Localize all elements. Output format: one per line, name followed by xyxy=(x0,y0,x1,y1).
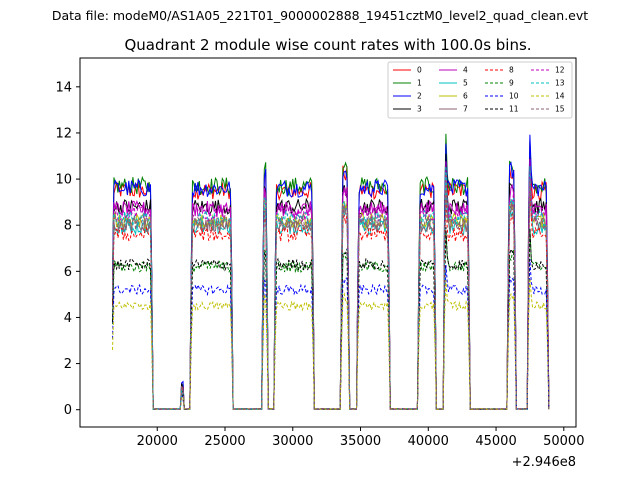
y-tick-label: 0 xyxy=(64,403,72,418)
legend-label-6: 6 xyxy=(463,92,468,101)
legend-box xyxy=(387,61,573,119)
legend-label-13: 13 xyxy=(555,79,565,88)
legend-label-14: 14 xyxy=(555,92,565,101)
axes-frame xyxy=(79,57,577,428)
series-line-9 xyxy=(112,229,550,410)
y-tick-label: 2 xyxy=(64,357,72,372)
legend-label-0: 0 xyxy=(417,66,422,75)
y-tick-label: 4 xyxy=(64,311,72,326)
x-axis: 20000 25000 30000 35000 40000 45000 50000 xyxy=(137,427,584,449)
y-axis: 0 2 4 6 8 10 12 14 xyxy=(55,80,80,418)
legend-label-2: 2 xyxy=(417,92,422,101)
series-line-13 xyxy=(112,166,550,410)
y-tick-label: 12 xyxy=(55,126,72,141)
series-line-0 xyxy=(112,141,550,410)
x-offset-label: +2.946e8 xyxy=(512,455,576,470)
series-line-14 xyxy=(112,278,550,410)
series-line-6 xyxy=(112,175,550,410)
legend-label-12: 12 xyxy=(555,66,565,75)
series-line-5 xyxy=(112,181,550,410)
series-line-10 xyxy=(112,259,550,410)
series-line-2 xyxy=(112,134,550,410)
plot-area xyxy=(112,133,550,410)
legend-label-9: 9 xyxy=(509,79,514,88)
legend-label-1: 1 xyxy=(417,79,422,88)
series-line-4 xyxy=(112,158,550,410)
series-line-3 xyxy=(112,153,550,410)
legend-label-5: 5 xyxy=(463,79,468,88)
legend-label-3: 3 xyxy=(417,105,422,114)
series-line-11 xyxy=(112,227,550,410)
chart-title: Quadrant 2 module wise count rates with … xyxy=(124,36,531,54)
legend-label-8: 8 xyxy=(509,66,514,75)
series-line-12 xyxy=(112,160,550,410)
y-tick-label: 6 xyxy=(64,265,72,280)
legend-label-7: 7 xyxy=(463,105,468,114)
legend-label-11: 11 xyxy=(509,105,519,114)
x-tick-label: 45000 xyxy=(475,434,516,449)
series-line-8 xyxy=(112,190,550,410)
x-tick-label: 20000 xyxy=(137,434,178,449)
y-tick-label: 10 xyxy=(55,173,72,188)
legend-label-4: 4 xyxy=(463,66,468,75)
x-tick-label: 50000 xyxy=(543,434,584,449)
series-line-1 xyxy=(112,133,550,410)
x-tick-label: 25000 xyxy=(204,434,245,449)
series-line-7 xyxy=(112,178,550,410)
chart-suptitle: Data file: modeM0/AS1A05_221T01_90000028… xyxy=(52,8,588,23)
x-tick-label: 35000 xyxy=(340,434,381,449)
x-tick-label: 40000 xyxy=(408,434,449,449)
y-tick-label: 8 xyxy=(64,219,72,234)
x-tick-label: 30000 xyxy=(272,434,313,449)
legend-label-15: 15 xyxy=(555,105,565,114)
series-line-15 xyxy=(112,179,550,410)
legend-label-10: 10 xyxy=(509,92,519,101)
y-tick-label: 14 xyxy=(55,80,72,95)
